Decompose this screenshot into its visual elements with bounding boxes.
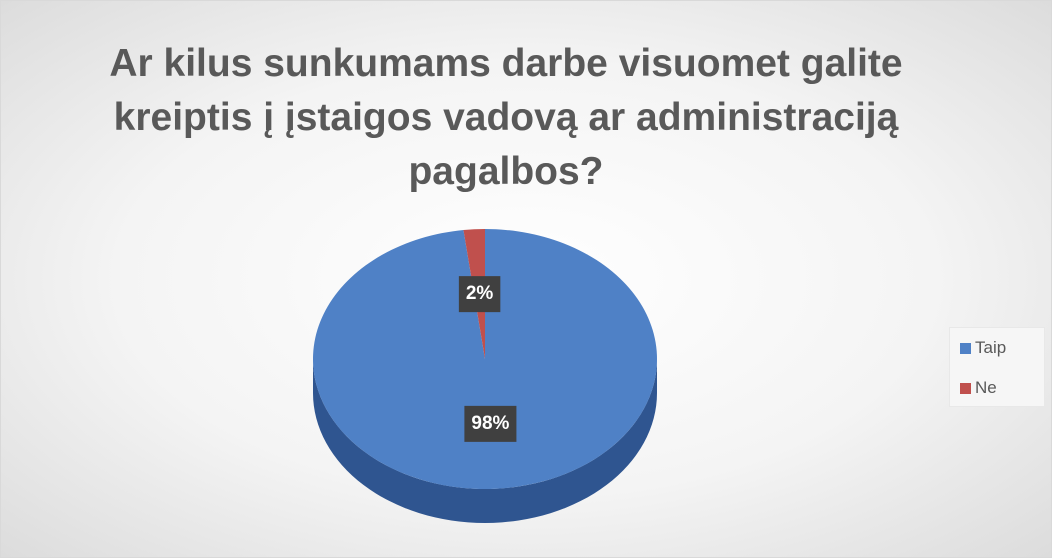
data-label: 98% <box>464 405 517 442</box>
pie-slice <box>312 229 657 490</box>
legend-label: Ne <box>975 378 997 397</box>
legend-swatch <box>960 342 971 354</box>
legend: Taip Ne <box>949 327 1045 407</box>
legend-label: Taip <box>975 338 1007 357</box>
pie-side <box>313 359 657 523</box>
legend-item: Taip <box>960 338 1006 358</box>
data-label-box <box>464 405 517 442</box>
legend-swatch <box>960 382 971 394</box>
data-label-text: 98% <box>471 413 509 434</box>
data-label-text: 2% <box>466 283 494 304</box>
data-label: 2% <box>458 276 501 313</box>
legend-item: Ne <box>960 378 997 398</box>
chart-title: Ar kilus sunkumams darbe visuomet galite… <box>109 42 903 193</box>
data-label-box <box>458 276 501 313</box>
